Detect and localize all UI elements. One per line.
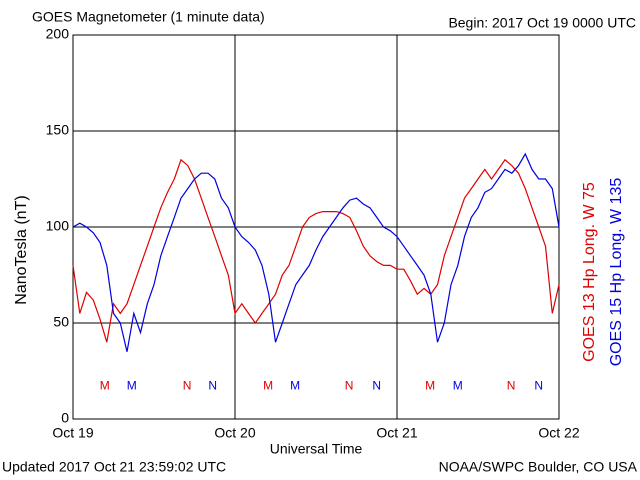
local-time-marker: M: [127, 379, 137, 393]
y-axis-label: NanoTesla (nT): [13, 195, 30, 304]
x-tick-label: Oct 22: [538, 425, 579, 441]
local-time-marker: M: [425, 379, 435, 393]
series-line: [72, 152, 560, 352]
local-time-marker: N: [507, 379, 516, 393]
local-time-marker: N: [208, 379, 217, 393]
x-tick-label: Oct 20: [214, 425, 255, 441]
y-tick-label: 100: [46, 218, 70, 234]
local-time-marker: M: [263, 379, 273, 393]
local-time-marker: M: [453, 379, 463, 393]
y-tick-label: 200: [46, 26, 70, 42]
footer-right: NOAA/SWPC Boulder, CO USA: [439, 459, 638, 475]
local-time-marker: N: [534, 379, 543, 393]
local-time-marker: N: [372, 379, 381, 393]
legend-entry: GOES 13 Hp Long. W 75: [581, 182, 598, 362]
x-tick-label: Oct 21: [376, 425, 417, 441]
series-line: [72, 158, 560, 343]
chart-subtitle: Begin: 2017 Oct 19 0000 UTC: [448, 15, 636, 31]
y-tick-label: 50: [53, 314, 69, 330]
local-time-marker: N: [183, 379, 192, 393]
x-axis-label: Universal Time: [270, 441, 363, 457]
x-tick-label: Oct 19: [52, 425, 93, 441]
chart-title: GOES Magnetometer (1 minute data): [32, 9, 265, 25]
local-time-marker: M: [290, 379, 300, 393]
y-tick-label: 150: [46, 122, 70, 138]
legend-entry: GOES 15 Hp Long. W 135: [608, 178, 625, 367]
footer-left: Updated 2017 Oct 21 23:59:02 UTC: [2, 459, 226, 475]
local-time-marker: N: [345, 379, 354, 393]
y-tick-label: 0: [61, 410, 69, 426]
local-time-marker: M: [100, 379, 110, 393]
